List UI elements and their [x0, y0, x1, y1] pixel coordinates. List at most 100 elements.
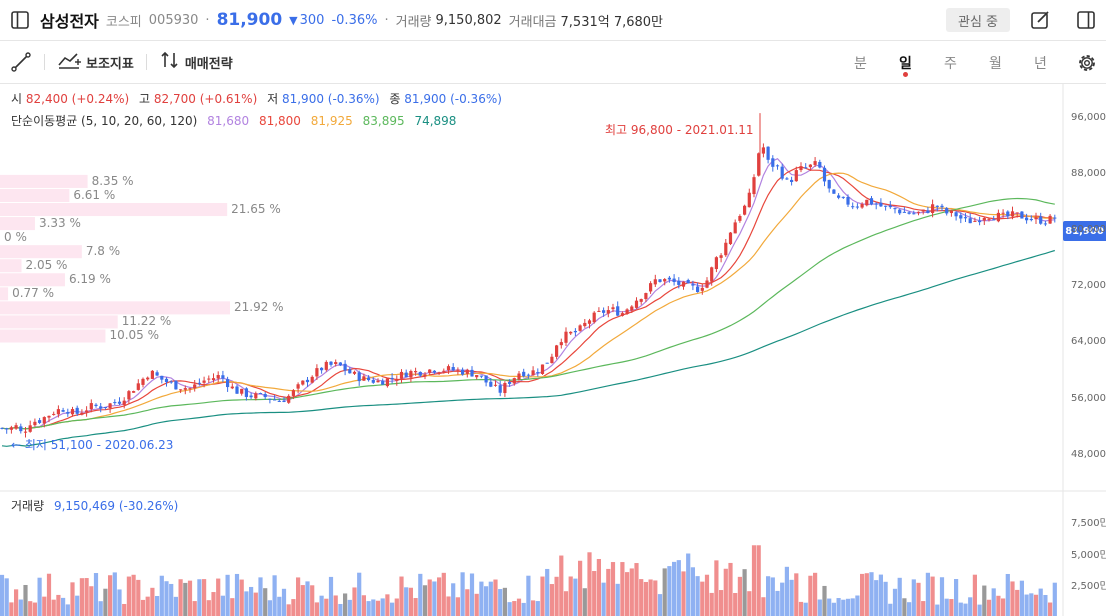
- candle-body: [978, 220, 982, 223]
- candle-body: [498, 385, 502, 393]
- candle-body: [677, 280, 681, 285]
- volume-bar: [432, 581, 437, 616]
- candle-body: [827, 179, 831, 189]
- price-axis-label: 88,000: [1071, 167, 1106, 179]
- volume-bar: [357, 572, 362, 616]
- candle-body: [710, 267, 714, 282]
- candle-body: [634, 300, 639, 308]
- volume-bar: [61, 597, 66, 616]
- volume-bar: [700, 581, 705, 616]
- tab-month[interactable]: 월: [973, 41, 1018, 84]
- candle-body: [169, 381, 173, 383]
- volume-bar: [192, 601, 197, 616]
- volume-bar: [676, 560, 681, 616]
- volume-bar: [944, 598, 949, 616]
- volume-bar: [46, 573, 52, 616]
- volume-bar: [408, 587, 413, 616]
- volume-bar: [780, 582, 785, 616]
- volume-bar: [300, 585, 305, 616]
- candle-body: [545, 362, 549, 364]
- candle-body: [103, 407, 107, 409]
- tab-day[interactable]: 일: [883, 41, 928, 84]
- volume-bar: [916, 582, 921, 616]
- volume-bar: [907, 602, 912, 616]
- market-name: 코스피: [105, 14, 142, 30]
- candle-body: [188, 388, 192, 390]
- watchlist-button[interactable]: 관심 중: [946, 8, 1010, 32]
- ohlc-info: 시 82,400 (+0.24%) 고 82,700 (+0.61%) 저 81…: [11, 90, 502, 107]
- candle-body: [738, 215, 742, 221]
- volume-bar: [625, 572, 630, 616]
- edit-icon[interactable]: [1020, 0, 1060, 40]
- volume-bar: [672, 561, 677, 616]
- sidebar-toggle-icon[interactable]: [0, 0, 40, 40]
- candle-body: [258, 393, 263, 395]
- volume-bar: [469, 573, 475, 616]
- candle-body: [949, 210, 953, 214]
- indicator-button[interactable]: 보조지표: [57, 41, 134, 84]
- volume-bar: [751, 545, 757, 616]
- candle-body: [470, 369, 474, 377]
- volume-bar: [1052, 582, 1057, 616]
- volume-axis-label: 5,000만: [1071, 549, 1106, 561]
- volume-bar: [573, 578, 578, 616]
- candle-body: [0, 427, 4, 429]
- candle-body: [404, 372, 408, 378]
- candle-body: [822, 167, 827, 182]
- candle-body: [1053, 217, 1057, 219]
- volume-bar: [418, 573, 423, 616]
- max-price-annotation: 최고 96,800 - 2021.01.11: [605, 123, 754, 137]
- candle-body: [1025, 217, 1029, 221]
- volume-bar: [643, 581, 648, 616]
- candle-body: [484, 375, 488, 383]
- candle-body: [1043, 223, 1047, 225]
- candle-body: [211, 378, 216, 381]
- volume-bar: [352, 587, 357, 616]
- side-panel-icon[interactable]: [1066, 0, 1106, 40]
- candle-body: [334, 362, 338, 365]
- candle-body: [667, 277, 671, 280]
- draw-line-icon[interactable]: [10, 41, 32, 84]
- tab-year[interactable]: 년: [1018, 41, 1063, 84]
- volume-bar: [507, 602, 512, 616]
- price-axis-label: 72,000: [1071, 280, 1106, 292]
- candle-body: [75, 407, 79, 414]
- tab-week[interactable]: 주: [928, 41, 973, 84]
- candle-body: [193, 384, 197, 389]
- strategy-button[interactable]: 매매전략: [159, 41, 233, 84]
- candle-body: [136, 383, 140, 390]
- volume-bar: [159, 575, 164, 616]
- volume-bar: [84, 578, 89, 616]
- volume-bar: [639, 579, 644, 616]
- candle-body: [1048, 215, 1052, 224]
- gear-icon[interactable]: [1068, 41, 1106, 84]
- volume-bar: [460, 572, 465, 616]
- volume-bar: [540, 576, 545, 616]
- volume-bar: [1033, 594, 1039, 616]
- candle-body: [625, 309, 629, 315]
- candle-body: [409, 371, 413, 378]
- stock-chart[interactable]: [0, 84, 1106, 616]
- volume-profile-label: 0 %: [4, 230, 27, 245]
- candle-body: [681, 281, 686, 287]
- candle-body: [512, 378, 516, 384]
- volume-profile-bar: [0, 259, 22, 273]
- period-tabs: 분 일 주 월 년: [838, 41, 1063, 84]
- volume-profile-label: 6.61 %: [73, 187, 116, 202]
- toolbar-divider: [44, 54, 45, 70]
- candle-body: [1010, 211, 1015, 217]
- tab-minute[interactable]: 분: [838, 41, 883, 84]
- candle-body: [691, 284, 695, 286]
- volume-bar: [93, 573, 99, 616]
- volume-bar: [89, 586, 94, 616]
- candle-body: [465, 369, 469, 374]
- candle-body: [61, 410, 65, 412]
- candle-body: [837, 195, 841, 198]
- candle-body: [399, 371, 404, 379]
- candle-body: [33, 421, 37, 426]
- candle-body: [644, 293, 648, 300]
- volume-bar: [234, 573, 240, 616]
- volume-bar: [4, 578, 9, 616]
- candle-body: [305, 379, 310, 383]
- candle-body: [296, 384, 300, 389]
